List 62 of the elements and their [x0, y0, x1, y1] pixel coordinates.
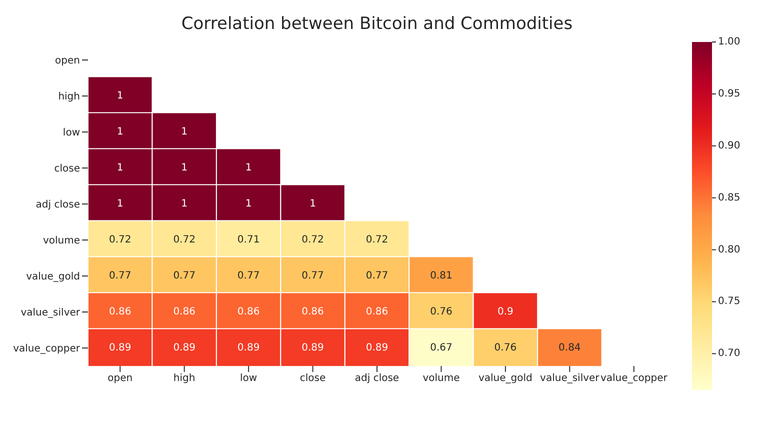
- data-label: 0.89: [108, 342, 132, 354]
- data-label: 0.84: [558, 342, 581, 354]
- data-label: 0.77: [173, 270, 196, 282]
- data-label: 1: [181, 162, 188, 174]
- x-tick-label: open: [108, 373, 133, 384]
- data-label: 1: [181, 198, 188, 210]
- data-label: 0.86: [302, 306, 324, 318]
- x-tick-label: adj close: [354, 373, 400, 384]
- data-label: 0.86: [173, 306, 196, 318]
- data-label: 0.89: [302, 342, 324, 354]
- data-label: 1: [116, 162, 124, 174]
- x-tick-label: close: [300, 373, 326, 384]
- data-label: 1: [116, 90, 124, 102]
- data-label: 0.71: [237, 234, 260, 246]
- data-label: 0.86: [108, 306, 132, 318]
- data-label: 1: [310, 198, 316, 210]
- x-tick-label: value_gold: [478, 373, 532, 384]
- data-label: 1: [245, 198, 252, 210]
- data-label: 0.86: [237, 306, 260, 318]
- data-label: 0.9: [497, 306, 514, 318]
- y-tick-label: high: [58, 92, 80, 103]
- y-tick-label: low: [62, 128, 80, 139]
- color-bar-label: 1.00: [718, 36, 740, 48]
- data-label: 0.86: [366, 306, 388, 318]
- data-label: 1: [116, 126, 124, 138]
- data-label: 0.81: [430, 270, 452, 282]
- y-tick-label: value_copper: [13, 344, 81, 355]
- x-tick-label: value_silver: [540, 373, 600, 384]
- y-tick-label: close: [54, 164, 80, 175]
- color-bar-label: 0.75: [718, 296, 740, 308]
- y-tick-label: value_gold: [26, 272, 80, 283]
- x-tick-label: value_copper: [600, 373, 668, 384]
- data-label: 0.89: [173, 342, 196, 354]
- y-tick-label: open: [55, 56, 80, 67]
- color-bar-label: 0.70: [718, 348, 740, 360]
- x-tick-label: high: [173, 373, 196, 384]
- y-tick-label: value_silver: [20, 308, 81, 319]
- data-label: 0.77: [237, 270, 260, 282]
- color-bar-label: 0.90: [718, 140, 740, 152]
- color-bar-label: 0.95: [718, 88, 740, 100]
- data-label: 0.72: [366, 234, 388, 246]
- data-label: 0.76: [494, 342, 517, 354]
- y-tick-label: volume: [42, 236, 80, 247]
- data-label: 0.77: [302, 270, 324, 282]
- data-label: 0.72: [108, 234, 132, 246]
- data-label: 1: [181, 126, 188, 138]
- data-label: 0.89: [237, 342, 260, 354]
- data-label: 0.89: [366, 342, 388, 354]
- chart-title: Correlation between Bitcoin and Commodities: [180, 14, 574, 34]
- color-bar-label: 0.80: [718, 244, 740, 256]
- x-tick-label: volume: [422, 373, 460, 384]
- data-label: 0.72: [173, 234, 196, 246]
- y-tick-label: adj close: [36, 200, 80, 211]
- color-bar-label: 0.85: [718, 192, 740, 204]
- data-label: 1: [245, 162, 252, 174]
- x-tick-label: low: [240, 373, 258, 384]
- data-label: 0.67: [430, 342, 452, 354]
- data-label: 0.72: [302, 234, 324, 246]
- data-label: 0.76: [430, 306, 452, 318]
- data-label: 0.77: [366, 270, 388, 282]
- data-label: 1: [116, 198, 124, 210]
- data-label: 0.77: [108, 270, 132, 282]
